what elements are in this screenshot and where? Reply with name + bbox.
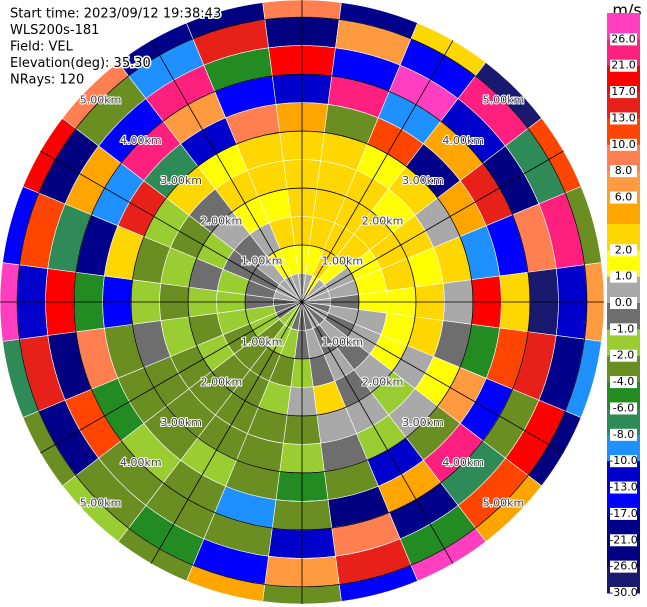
- colorbar-tick-box: [610, 349, 637, 362]
- colorbar-tick-label: 26.0: [611, 32, 636, 45]
- colorbar: m/s 26.021.017.013.010.08.06.02.01.00.0-…: [607, 1, 642, 599]
- range-ring-label: 4.00km: [120, 134, 162, 147]
- range-ring-label: 2.00km: [201, 376, 243, 389]
- polar-grid: 1.00km 1.00km 1.00km 1.00km 2.00km 2.00km 2.00…: [0, 0, 604, 604]
- colorbar-tick-box: [610, 86, 637, 99]
- info-line: Elevation(deg): 35.30: [10, 56, 151, 71]
- colorbar-tick-label: -26.0: [609, 560, 637, 573]
- colorbar-tick-box: [610, 244, 637, 257]
- colorbar-tick-label: 13.0: [611, 111, 636, 124]
- colorbar-tick-label: -1.0: [613, 322, 634, 335]
- colorbar-tick-label: 8.0: [615, 164, 633, 177]
- radial-line: [150, 40, 454, 564]
- colorbar-tick-box: [610, 455, 637, 468]
- colorbar-tick-label: -4.0: [613, 375, 634, 388]
- colorbar-tick-label: -10.0: [609, 454, 637, 467]
- range-ring: [16, 16, 588, 588]
- range-ring: [130, 130, 474, 474]
- range-ring-label: 5.00km: [483, 94, 525, 107]
- range-ring: [244, 244, 360, 360]
- colorbar-tick-label: 1.0: [615, 270, 633, 283]
- colorbar-tick-label: 17.0: [611, 85, 636, 98]
- colorbar-tick-box: [610, 33, 637, 46]
- range-ring-label: 2.00km: [362, 376, 404, 389]
- info-block: Start time: 2023/09/12 19:38:43WLS200s-1…: [9, 5, 223, 89]
- colorbar-tick-label: -6.0: [613, 401, 634, 414]
- colorbar-tick-box: [610, 59, 637, 72]
- info-line: Field: VEL: [10, 40, 74, 55]
- colorbar-tick-box: [610, 270, 637, 283]
- colorbar-tick-label: -17.0: [609, 507, 637, 520]
- range-ring-label: 4.00km: [442, 456, 484, 469]
- colorbar-tick-box: [610, 402, 637, 415]
- colorbar-tick-box: [610, 112, 637, 125]
- colorbar-tick-label: 21.0: [611, 59, 636, 72]
- colorbar-tick-label: -30.0: [609, 586, 637, 599]
- colorbar-tick-label: -2.0: [613, 349, 634, 362]
- range-ring: [187, 187, 417, 417]
- range-ring-label: 1.00km: [322, 255, 364, 268]
- range-ring-label: 3.00km: [402, 174, 444, 187]
- range-ring-label: 3.00km: [160, 416, 202, 429]
- colorbar-tick-label: -8.0: [613, 428, 634, 441]
- range-ring-label: 5.00km: [483, 496, 525, 509]
- colorbar-tick-box: [610, 297, 637, 309]
- range-ring-label: 3.00km: [402, 416, 444, 429]
- range-ring-label: 5.00km: [80, 94, 122, 107]
- info-line: NRays: 120: [10, 73, 84, 88]
- colorbar-tick-box: [610, 323, 637, 336]
- colorbar-tick-box: [610, 376, 637, 389]
- colorbar-tick-box: [610, 560, 637, 573]
- range-ring: [73, 73, 531, 531]
- info-line: Start time: 2023/09/12 19:38:43: [10, 7, 221, 22]
- colorbar-tick-box: [610, 534, 637, 547]
- colorbar-tick-label: 6.0: [615, 191, 633, 204]
- range-ring-label: 2.00km: [201, 214, 243, 227]
- range-ring-label: 4.00km: [120, 456, 162, 469]
- colorbar-tick-box: [610, 165, 637, 178]
- range-ring-label: 3.00km: [160, 174, 202, 187]
- colorbar-tick-label: 0.0: [615, 296, 633, 309]
- colorbar-tick-label: -21.0: [609, 533, 637, 546]
- colorbar-tick-box: [610, 587, 637, 599]
- colorbar-tick-label: 2.0: [615, 243, 633, 256]
- range-ring-label: 1.00km: [241, 255, 283, 268]
- colorbar-tick-box: [610, 428, 637, 441]
- colorbar-tick-box: [610, 507, 637, 520]
- range-ring-label: 4.00km: [442, 134, 484, 147]
- colorbar-tick-box: [610, 138, 637, 151]
- range-ring-label: 2.00km: [362, 214, 404, 227]
- colorbar-tick-label: 10.0: [611, 138, 636, 151]
- colorbar-tick-label: -13.0: [609, 481, 637, 494]
- colorbar-tick-box: [610, 481, 637, 494]
- colorbar-tick-box: [610, 191, 637, 204]
- range-ring-label: 1.00km: [241, 335, 283, 348]
- range-ring-label: 1.00km: [322, 335, 364, 348]
- info-line: WLS200s-181: [10, 23, 99, 38]
- range-ring-label: 5.00km: [80, 496, 122, 509]
